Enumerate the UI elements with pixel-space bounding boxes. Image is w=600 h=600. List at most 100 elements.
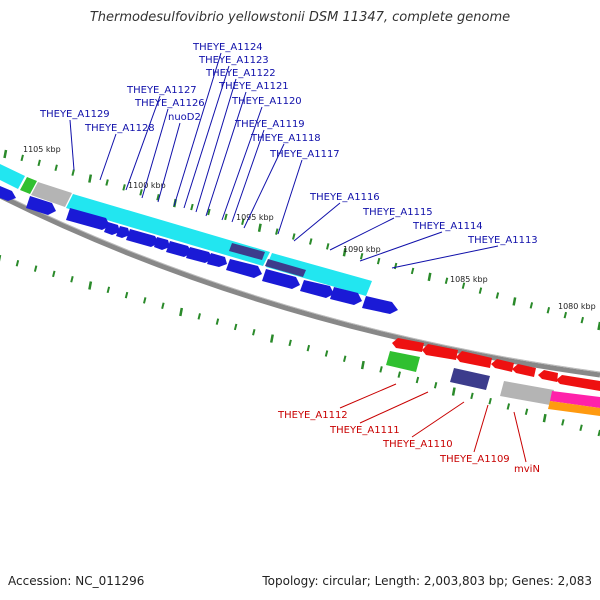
gene-label[interactable]: THEYE_A1120: [231, 96, 302, 107]
gene-label[interactable]: THEYE_A1118: [250, 133, 321, 144]
leader-line: [157, 122, 181, 203]
gene-feature[interactable]: [422, 344, 458, 360]
leader-line: [99, 133, 117, 181]
scale-label: 1085 kbp: [450, 275, 488, 284]
gene-label[interactable]: THEYE_A1123: [198, 55, 269, 66]
gene-feature[interactable]: [491, 359, 514, 372]
scale-tick: [529, 302, 534, 309]
leader-line: [231, 129, 265, 223]
gene-feature[interactable]: [66, 194, 270, 266]
gene-label[interactable]: mviN: [514, 464, 540, 475]
leader-line: [183, 65, 230, 209]
gene-label[interactable]: THEYE_A1124: [192, 42, 263, 53]
gene-feature[interactable]: [166, 241, 192, 257]
scale-tick: [288, 339, 292, 347]
scale-tick: [444, 277, 449, 285]
scale-tick: [122, 184, 126, 191]
leader-line: [205, 91, 247, 217]
gene-label[interactable]: THEYE_A1109: [439, 454, 510, 465]
gene-feature[interactable]: [66, 208, 110, 230]
scale-label: 1090 kbp: [343, 245, 381, 254]
scale-tick: [325, 243, 330, 250]
scale-tick: [579, 424, 583, 431]
scale-tick: [88, 174, 93, 183]
gene-label[interactable]: THEYE_A1127: [126, 85, 197, 96]
gene-feature[interactable]: [556, 375, 600, 391]
gene-feature[interactable]: [186, 247, 213, 263]
gene-feature[interactable]: [20, 177, 37, 194]
scale-tick: [478, 287, 483, 294]
gene-label[interactable]: THEYE_A1115: [362, 207, 433, 218]
gene-feature[interactable]: [265, 259, 306, 277]
scale-tick: [3, 149, 8, 159]
scale-tick: [224, 213, 228, 221]
gene-feature[interactable]: [538, 370, 558, 382]
gene-feature[interactable]: [0, 186, 16, 201]
gene-feature[interactable]: [262, 269, 300, 289]
scale-tick: [542, 413, 547, 423]
gene-feature[interactable]: [207, 253, 227, 267]
gene-label[interactable]: THEYE_A1129: [39, 109, 110, 120]
gene-feature[interactable]: [362, 296, 398, 314]
gene-feature[interactable]: [0, 164, 25, 189]
scale-tick: [397, 371, 401, 378]
scale-tick: [563, 311, 568, 319]
scale-tick: [71, 169, 75, 176]
gene-label[interactable]: THEYE_A1122: [205, 68, 276, 79]
gene-feature[interactable]: [226, 259, 262, 278]
scale-tick: [215, 318, 220, 325]
gene-label[interactable]: THEYE_A1114: [412, 221, 483, 232]
gene-label[interactable]: THEYE_A1110: [382, 439, 453, 450]
gene-feature[interactable]: [386, 351, 420, 372]
leader-line: [391, 245, 499, 269]
scale-tick: [393, 262, 398, 270]
gene-label[interactable]: THEYE_A1117: [269, 149, 340, 160]
forward-track-highlight: [0, 164, 372, 296]
scale-tick: [15, 260, 20, 267]
gene-feature[interactable]: [229, 243, 265, 260]
gene-feature[interactable]: [548, 401, 600, 416]
gene-label[interactable]: THEYE_A1121: [218, 81, 289, 92]
leader-line: [221, 106, 263, 221]
gene-feature[interactable]: [126, 229, 159, 247]
map-title: Thermodesulfovibrio yellowstonii DSM 113…: [89, 10, 511, 25]
scale-tick: [190, 203, 194, 211]
gene-feature[interactable]: [450, 368, 490, 390]
gene-label[interactable]: THEYE_A1112: [277, 410, 348, 421]
scale-tick: [197, 313, 201, 320]
scale-tick: [470, 392, 474, 400]
scale-tick: [179, 307, 184, 317]
gene-feature[interactable]: [116, 226, 130, 238]
gene-label[interactable]: THEYE_A1126: [134, 98, 205, 109]
gene-label[interactable]: THEYE_A1113: [467, 235, 538, 246]
reverse-track-genes: [386, 338, 600, 416]
scale-tick: [275, 228, 279, 235]
gene-feature[interactable]: [26, 196, 56, 215]
gene-feature[interactable]: [512, 364, 536, 377]
leader-line: [293, 202, 341, 242]
gene-feature[interactable]: [330, 287, 362, 305]
gene-label[interactable]: THEYE_A1128: [84, 123, 155, 134]
scale-tick: [241, 218, 245, 226]
gene-label[interactable]: THEYE_A1119: [234, 119, 305, 130]
gene-feature[interactable]: [392, 338, 424, 352]
scale-tick: [292, 233, 296, 240]
gene-feature[interactable]: [500, 381, 554, 405]
scale-tick: [306, 344, 311, 352]
gene-feature[interactable]: [550, 391, 600, 408]
gene-feature[interactable]: [104, 222, 120, 235]
scale-tick: [580, 316, 584, 324]
gene-feature[interactable]: [456, 351, 492, 368]
gene-feature[interactable]: [300, 280, 334, 298]
genome-summary-text: Topology: circular; Length: 2,003,803 bp…: [262, 574, 592, 588]
gene-feature[interactable]: [266, 253, 372, 296]
forward-track-genes: [0, 186, 398, 314]
gene-label[interactable]: THEYE_A1111: [329, 425, 400, 436]
scale-tick: [427, 272, 432, 282]
gene-feature[interactable]: [31, 182, 72, 207]
gene-label[interactable]: nuoD2: [168, 112, 201, 123]
leader-line: [195, 78, 237, 213]
gene-feature[interactable]: [154, 237, 170, 250]
gene-label[interactable]: THEYE_A1116: [309, 192, 380, 203]
